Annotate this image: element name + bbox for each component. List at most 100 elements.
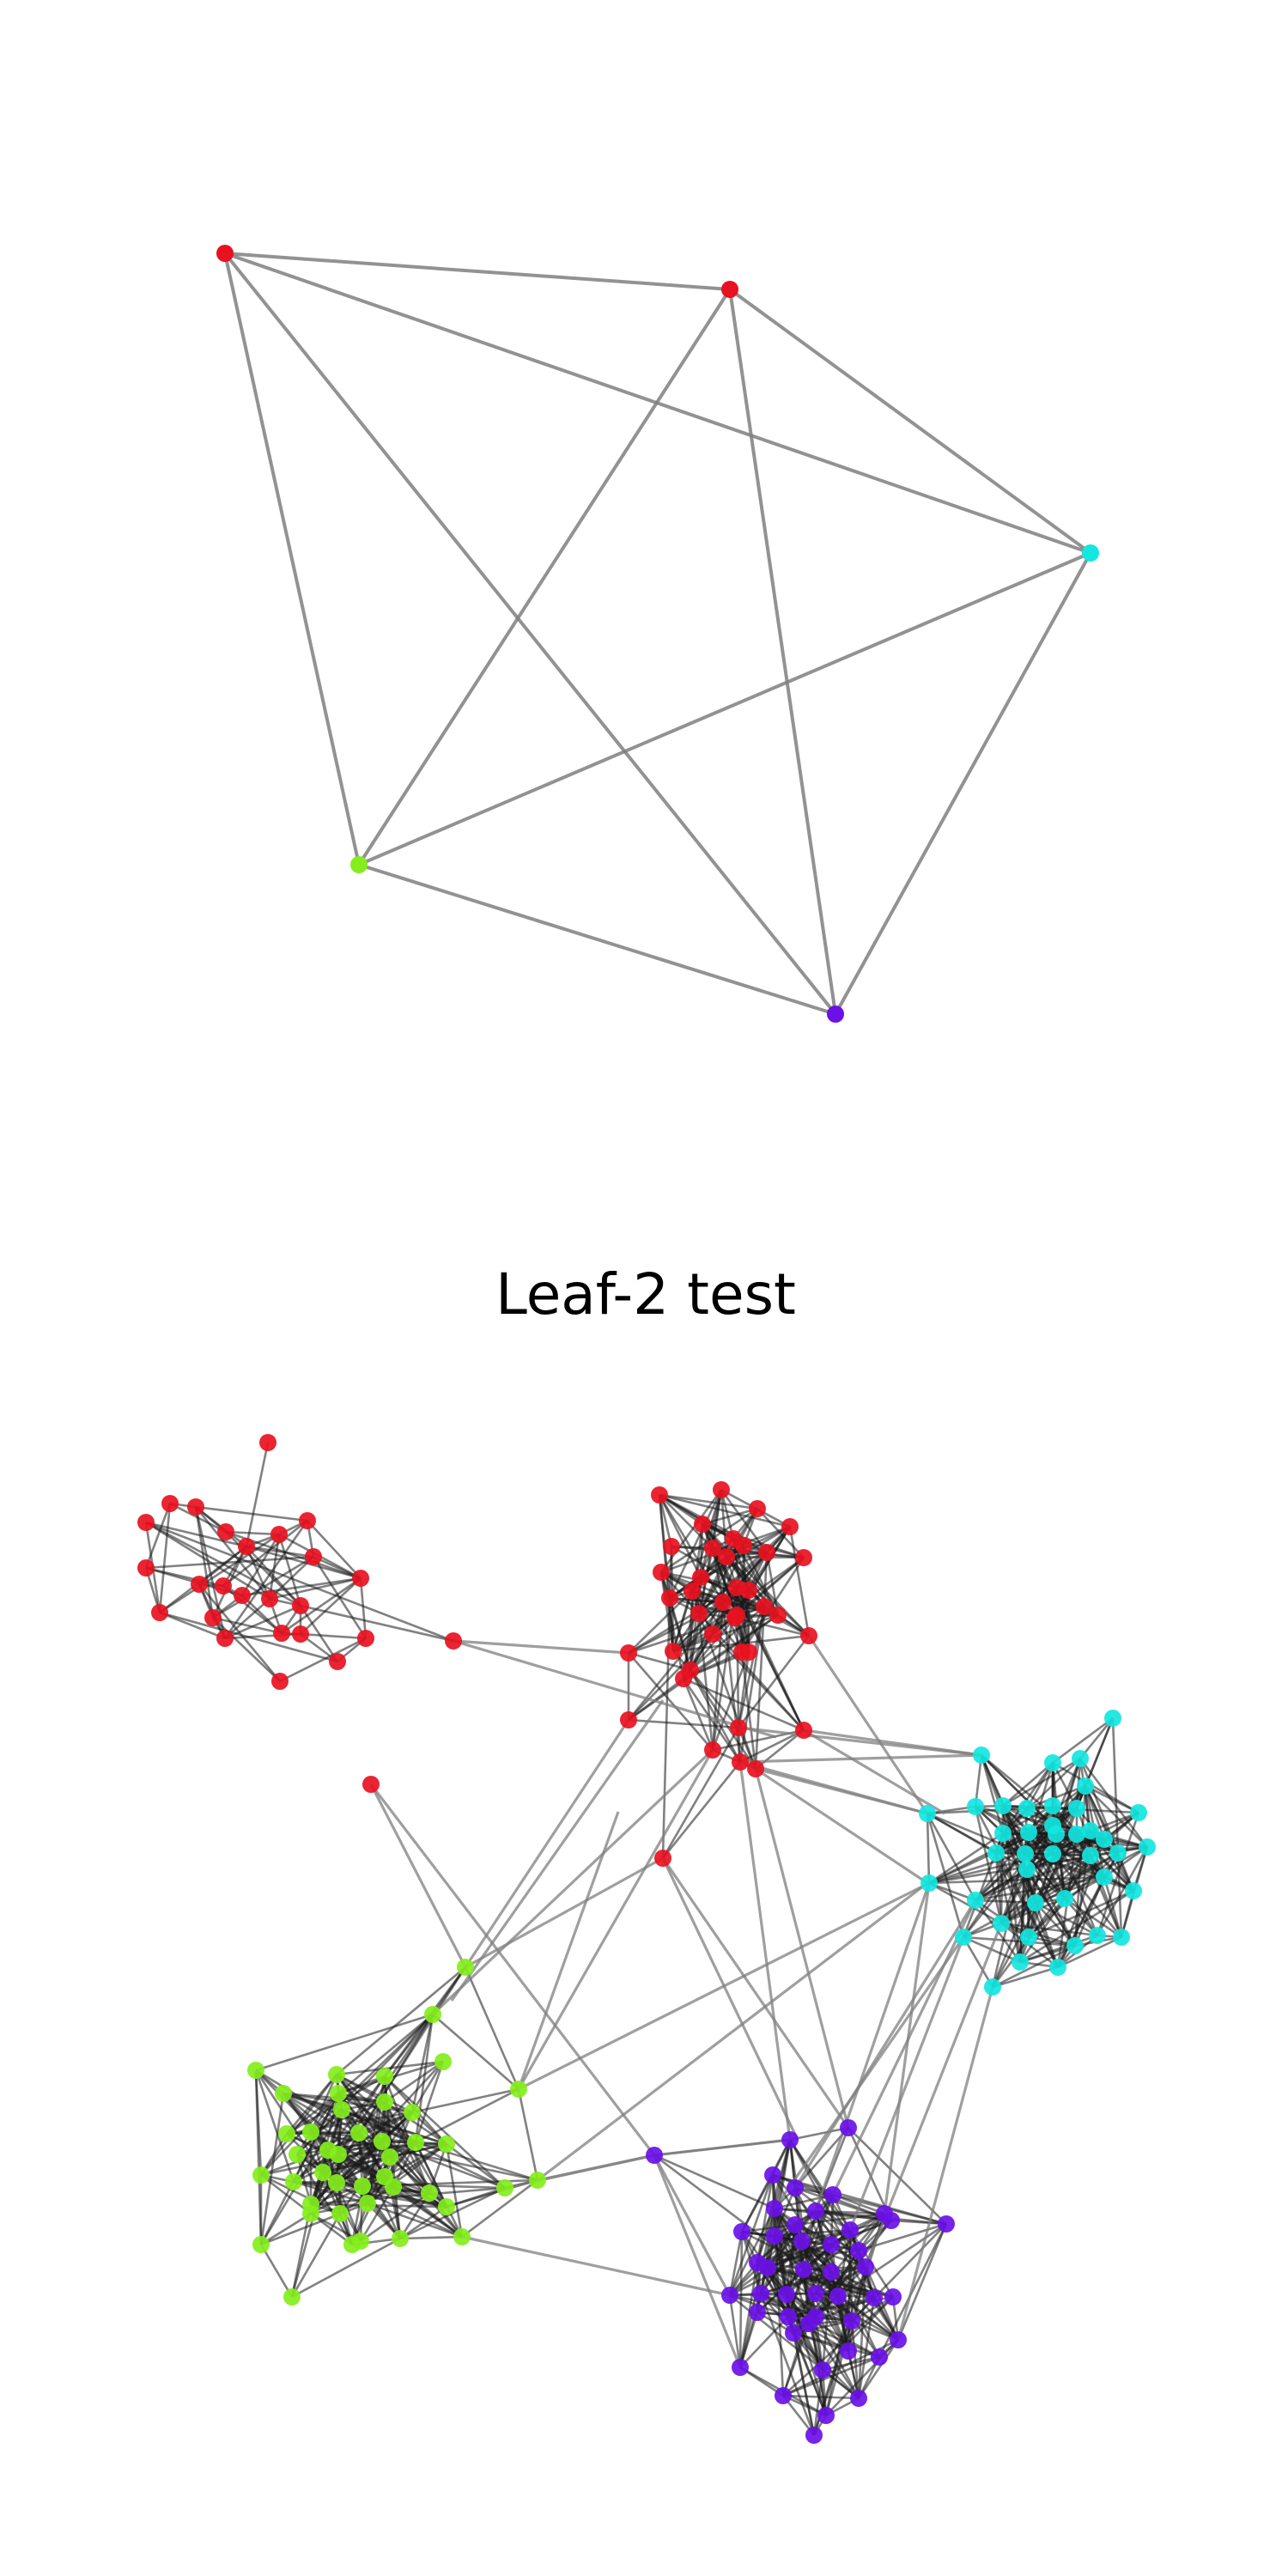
bottom-edge [974,1806,1003,1924]
bottom-node-cyan [1068,1826,1085,1843]
bottom-edge [310,2202,447,2208]
bottom-edge [414,2014,434,2143]
bottom-edge [290,2213,342,2298]
bottom-edge [517,2088,539,2181]
bottom-edge [225,1530,280,1536]
bottom-graph-edges [144,1442,1149,2436]
bottom-node-cyan [1048,1826,1065,1843]
bottom-node-purple [766,2227,783,2245]
bottom-edge [461,2235,731,2297]
bottom-edge [756,2174,775,2263]
bottom-edge [1084,1784,1139,1814]
bottom-edge [1084,1785,1148,1848]
bottom-node-red [234,1587,251,1604]
bottom-node-red [299,1512,316,1529]
bottom-edge [1096,1846,1149,1936]
bottom-edge [398,2192,431,2239]
bottom-node-red [756,1598,773,1615]
bottom-node-green [252,2166,270,2184]
bottom-node-purple [823,2263,840,2281]
bottom-node-cyan [984,1978,1001,1996]
bottom-node-green [328,2066,345,2083]
bottom-edge [1024,1838,1105,1856]
bottom-edge [653,2154,732,2296]
bottom-node-cyan [967,1892,984,1909]
bottom-node-purple [805,2427,823,2444]
bottom-node-green [289,2146,306,2163]
bottom-edge [928,1832,1004,1885]
bottom-node-red [270,1526,288,1543]
bottom-edge [756,2249,860,2264]
bottom-edge [299,1605,339,1662]
bottom-node-cyan [1096,1831,1113,1848]
bottom-edge [341,2108,447,2146]
bottom-node-purple [840,2342,857,2360]
bottom-edge [1035,1901,1098,1937]
bottom-node-cyan [1044,1754,1061,1771]
bottom-node-red [362,1776,380,1793]
bottom-node-purple [829,2287,847,2305]
bottom-node-purple [752,2285,769,2302]
bottom-edge [741,2223,796,2233]
bottom-edge [734,1616,810,1637]
bottom-node-green [510,2081,527,2098]
bottom-edge [690,1669,739,1728]
bottom-edge [222,1519,308,1588]
bottom-node-red [653,1564,670,1581]
bottom-edge [726,1556,810,1637]
bottom-edge [994,1852,1003,1924]
bottom-node-red [683,1583,701,1600]
bottom-node-red [704,1540,721,1557]
bottom-graph-nodes [137,1434,1156,2444]
bottom-edge [359,2185,364,2242]
bottom-edge [453,1639,777,1739]
bottom-node-purple [749,2304,766,2321]
bottom-edge [259,2093,285,2245]
bottom-edge [281,1577,361,1635]
bottom-edge [1057,1935,1122,1969]
bottom-edge [1019,1944,1076,1964]
bottom-node-red [191,1576,208,1593]
bottom-edge [992,1965,1059,1989]
bottom-edge [822,2355,880,2372]
bottom-edge [739,1760,928,1815]
bottom-node-purple [857,2258,874,2275]
bottom-edge [1026,1854,1091,1871]
bottom-edge [793,1899,977,2189]
bottom-edge [782,2394,860,2400]
bottom-node-green [457,1959,474,1976]
bottom-node-purple [850,2390,867,2407]
top-node-cyan [1082,544,1099,562]
bottom-node-red [261,1590,278,1607]
bottom-edge [821,2271,833,2371]
bottom-node-red [694,1516,711,1533]
bottom-node-green [392,2230,409,2247]
bottom-node-red [217,1523,234,1540]
bottom-edge [246,1545,314,1558]
bottom-edge [283,2092,413,2114]
bottom-edge [927,1812,1028,1871]
bottom-node-green [359,2195,376,2212]
bottom-node-cyan [1049,1959,1066,1976]
bottom-node-cyan [1017,1845,1034,1862]
bottom-edge [728,2294,742,2368]
top-node-red [721,281,738,298]
bottom-edge [1000,1922,1098,1937]
bottom-edge [755,1767,928,1885]
bottom-node-green [314,2164,331,2181]
bottom-node-cyan [967,1798,984,1815]
bottom-node-green [374,2133,391,2150]
bottom-edge [453,1639,629,1655]
top-node-red [216,245,234,262]
bottom-node-red [758,1544,775,1561]
bottom-node-green [278,2125,295,2142]
bottom-node-cyan [1109,1844,1127,1862]
bottom-node-purple [646,2147,663,2164]
bottom-edge [1051,1853,1123,1938]
bottom-node-red [161,1495,179,1512]
bottom-node-cyan [1020,1929,1037,1946]
bottom-edge [369,1783,467,1968]
bottom-node-purple [840,2119,857,2136]
bottom-node-red [271,1673,289,1690]
